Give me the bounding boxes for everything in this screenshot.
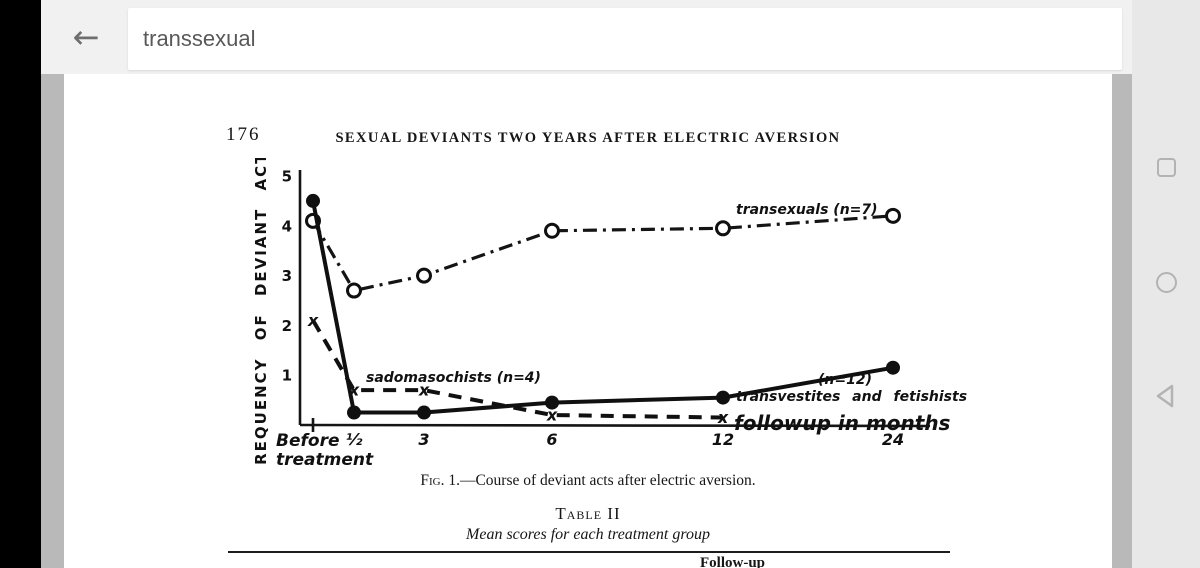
figure-1-chart: 5 4 3 2 1 ½ 3 6 12 24 FREQUENCY OF DEVIANT ACTS x x x… [240, 139, 980, 477]
marker-filled-circle [886, 360, 900, 375]
search-input[interactable] [128, 8, 1122, 70]
x-tick-label: 12 [712, 430, 734, 449]
chart-annotation-transvestites_n: (n=12) [818, 372, 872, 388]
x-tick-label: 24 [882, 430, 904, 449]
recents-button[interactable] [1146, 147, 1186, 187]
search-toolbar: ← [41, 0, 1132, 74]
back-button[interactable]: ← [63, 14, 109, 60]
figure-caption-text: —Course of deviant acts after electric a… [459, 472, 756, 489]
series-line-dash-dot [311, 214, 894, 293]
marker-filled-circle [306, 193, 320, 208]
marker-open-circle [544, 222, 560, 239]
y-axis-title: FREQUENCY OF DEVIANT ACTS [252, 158, 270, 468]
marker-open-circle [715, 220, 731, 237]
marker-open-circle [885, 207, 901, 224]
table-subtitle: Mean scores for each treatment group [466, 526, 710, 543]
home-button[interactable] [1146, 262, 1186, 302]
y-tick-label: 5 [282, 168, 292, 186]
x-tick-label: ½ [346, 430, 363, 449]
chart-annotation-series_transsexuals: transexuals (n=7) [736, 202, 878, 218]
table-column-header-followup: Follow-up [700, 555, 766, 568]
chart-annotation-before_1: Before [276, 431, 339, 451]
back-arrow-icon: ← [72, 18, 100, 56]
home-circle-icon [1155, 271, 1177, 293]
marker-open-circle [346, 282, 362, 299]
search-bar [128, 8, 1122, 70]
back-triangle-icon [1156, 384, 1174, 408]
y-tick-label: 2 [282, 317, 292, 335]
chart-annotation-before_2: treatment [276, 450, 374, 468]
chart-annotation-series_sadomasochists: sadomasochists (n=4) [366, 370, 541, 386]
marker-x: x [546, 406, 558, 425]
recents-square-icon [1156, 157, 1176, 177]
x-tick-label: 3 [418, 430, 429, 449]
y-tick-label: 3 [282, 267, 292, 285]
chart-annotation-xlabel: followup in months [734, 411, 951, 435]
scanned-page: 176 SEXUAL DEVIANTS TWO YEARS AFTER ELEC… [64, 74, 1112, 568]
y-tick-label: 1 [282, 367, 292, 385]
marker-filled-circle [545, 395, 559, 410]
android-back-button[interactable] [1146, 376, 1186, 416]
figure-caption: Fig. 1.—Course of deviant acts after ele… [64, 472, 1112, 490]
table-title: Table II [555, 504, 621, 523]
letterbox-left [0, 0, 41, 568]
running-title: SEXUAL DEVIANTS TWO YEARS AFTER ELECTRIC… [335, 130, 841, 146]
document-viewer[interactable]: 176 SEXUAL DEVIANTS TWO YEARS AFTER ELEC… [41, 74, 1132, 568]
marker-x: x [418, 381, 430, 400]
figure-caption-label: Fig. 1. [420, 472, 460, 489]
marker-filled-circle [347, 405, 361, 420]
marker-filled-circle [716, 390, 730, 405]
chart-annotation-series_transvestites: transvestites and fetishists [736, 389, 967, 405]
marker-x: x [307, 311, 319, 330]
table-top-rule [228, 551, 950, 553]
series-line-dashed [311, 319, 724, 420]
page-number: 176 [226, 124, 261, 145]
marker-open-circle [416, 267, 432, 284]
x-axis [299, 423, 931, 428]
x-tick-label: 6 [546, 430, 557, 449]
series-line-solid [311, 200, 894, 415]
y-tick-label: 4 [282, 217, 292, 235]
marker-filled-circle [417, 405, 431, 420]
marker-x: x [717, 408, 729, 427]
android-navigation-bar [1132, 0, 1200, 568]
